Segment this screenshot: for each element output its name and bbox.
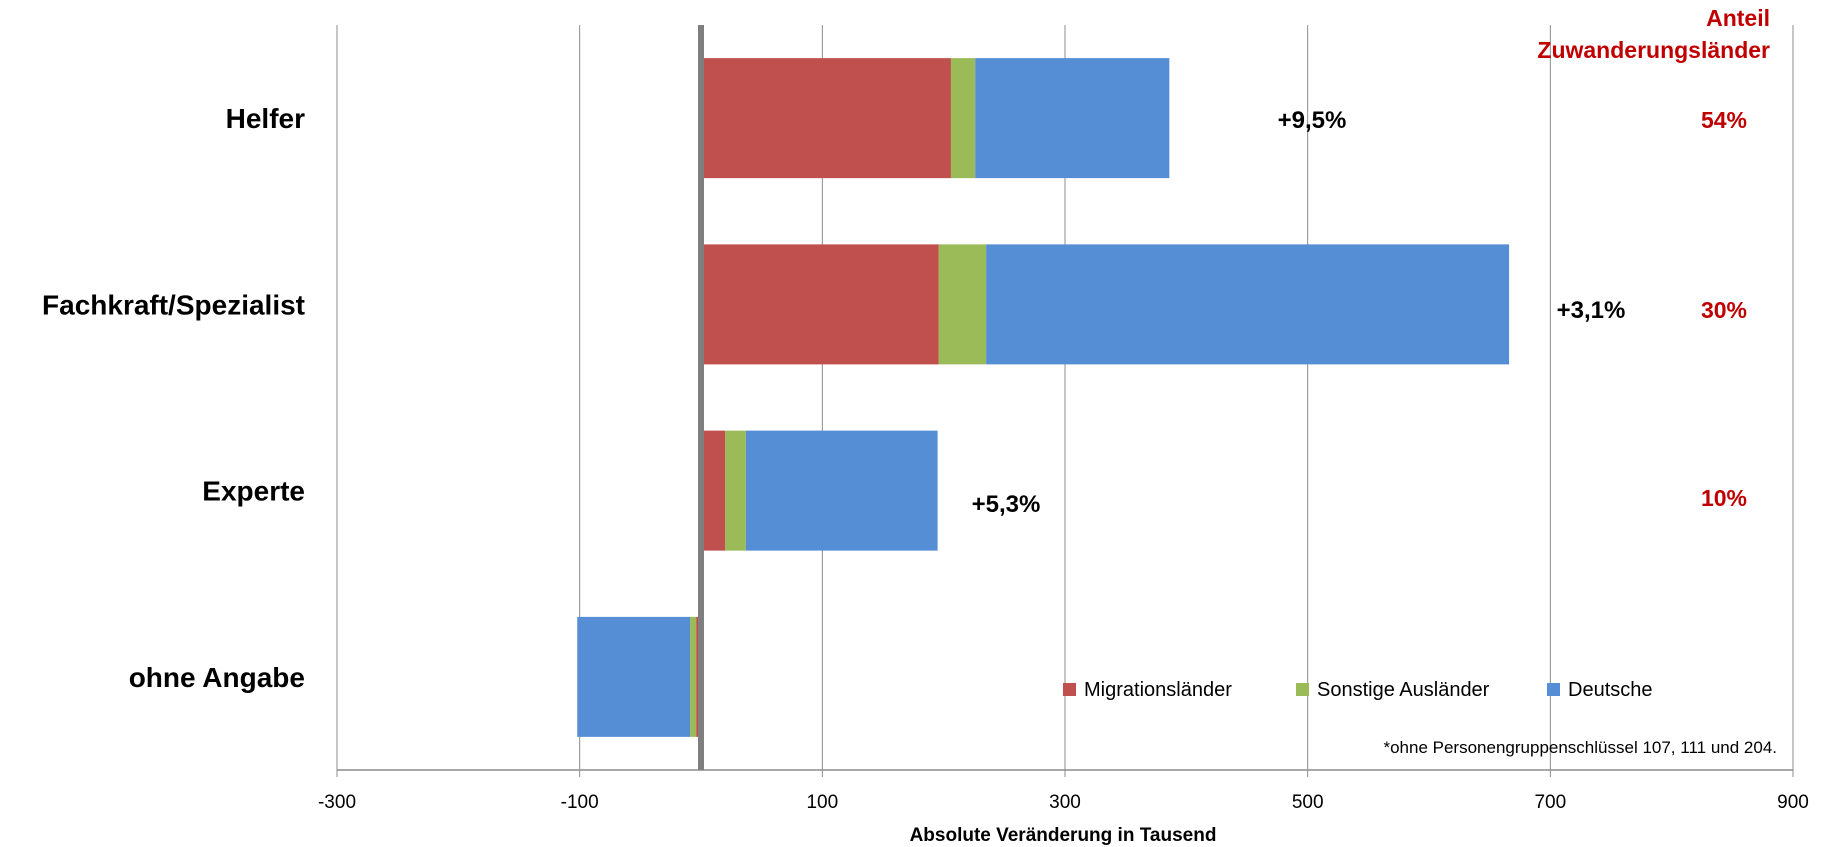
change-label-fachkraft-spezialist: +3,1%	[1557, 297, 1626, 324]
x-tick-label: 300	[1049, 792, 1081, 813]
share-label-experte: 10%	[1701, 485, 1747, 511]
bar-helfer-migrationslaender	[701, 58, 951, 179]
share-labels: Anteil Zuwanderungsländer 54% 30% 10%	[1537, 5, 1770, 511]
legend-label: Sonstige Ausländer	[1317, 679, 1490, 701]
x-tick-label: 900	[1777, 792, 1809, 813]
x-axis-title: Absolute Veränderung in Tausend	[910, 825, 1217, 846]
legend-swatch	[1547, 683, 1560, 696]
axes	[336, 25, 1794, 777]
bar-ohne-angabe-sonstige-auslaender	[690, 616, 697, 737]
bar-fachkraft-spezialist-sonstige-auslaender	[938, 244, 987, 365]
x-tick-label: -300	[318, 792, 356, 813]
change-label-helfer: +9,5%	[1278, 107, 1347, 134]
footnote: *ohne Personengruppenschlüssel 107, 111 …	[1383, 738, 1777, 757]
category-label-helfer: Helfer	[226, 103, 305, 134]
x-tick-label: 700	[1534, 792, 1566, 813]
change-labels: +9,5% +3,1% +5,3%	[972, 107, 1626, 518]
legend: Migrationsländer Sonstige Ausländer Deutsc…	[1063, 679, 1653, 701]
change-label-experte: +5,3%	[972, 491, 1041, 518]
x-tick-labels: -300 -100 100 300 500 700 900	[318, 792, 1809, 813]
x-tick-label: 500	[1292, 792, 1324, 813]
bar-helfer-deutsche	[975, 58, 1170, 179]
x-tick-label: -100	[561, 792, 599, 813]
share-label-helfer: 54%	[1701, 107, 1747, 133]
bar-experte-migrationslaender	[701, 430, 726, 551]
share-label-fachkraft-spezialist: 30%	[1701, 297, 1747, 323]
x-tick-label: 100	[806, 792, 838, 813]
share-header-line: Zuwanderungsländer	[1537, 37, 1770, 63]
category-label-ohne-angabe: ohne Angabe	[129, 662, 305, 693]
bar-ohne-angabe-deutsche	[577, 616, 691, 737]
legend-swatch	[1063, 683, 1076, 696]
legend-swatch	[1296, 683, 1309, 696]
category-label-experte: Experte	[202, 476, 305, 507]
bars	[577, 58, 1510, 737]
category-label-fachkraft-spezialist: Fachkraft/Spezialist	[42, 289, 305, 320]
bar-fachkraft-spezialist-deutsche	[986, 244, 1510, 365]
category-labels: Helfer Fachkraft/Spezialist Experte ohne An…	[42, 103, 305, 693]
bar-experte-sonstige-auslaender	[725, 430, 746, 551]
legend-item-deutsche: Deutsche	[1547, 679, 1653, 701]
legend-item-migrationslaender: Migrationsländer	[1063, 679, 1232, 701]
bar-experte-deutsche	[745, 430, 938, 551]
bar-helfer-sonstige-auslaender	[950, 58, 976, 179]
legend-label: Migrationsländer	[1084, 679, 1232, 701]
legend-item-sonstige-auslaender: Sonstige Ausländer	[1296, 679, 1490, 701]
share-header-line: Anteil	[1706, 5, 1770, 31]
bar-fachkraft-spezialist-migrationslaender	[701, 244, 939, 365]
legend-label: Deutsche	[1568, 679, 1653, 701]
